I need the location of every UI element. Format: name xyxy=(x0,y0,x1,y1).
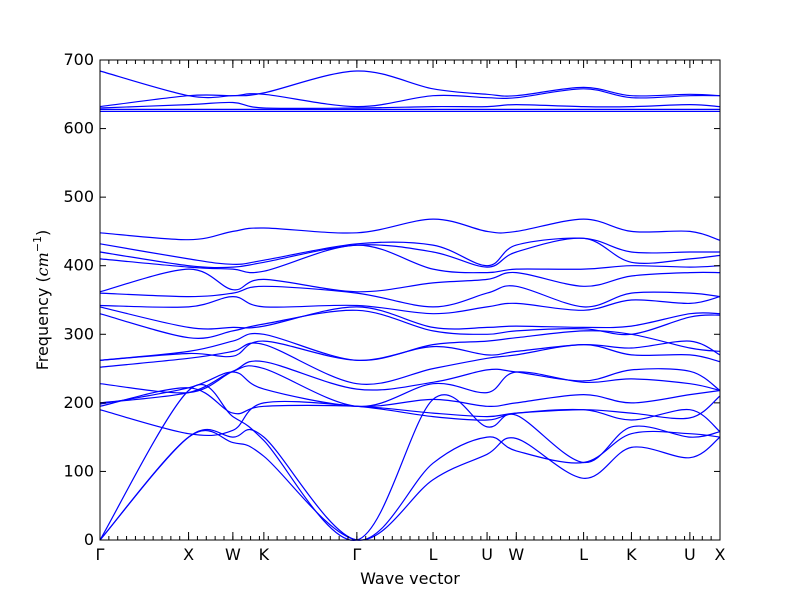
band-18 xyxy=(99,237,721,269)
x-tick-label: L xyxy=(579,545,588,564)
x-axis-label: Wave vector xyxy=(360,569,460,588)
band-2 xyxy=(99,428,721,541)
x-tick-label: W xyxy=(225,545,241,564)
y-tick-label: 200 xyxy=(63,393,94,412)
band-8 xyxy=(99,360,721,394)
x-tick-label: Γ xyxy=(352,545,361,564)
y-axis-label: Frequency (cm−1) xyxy=(31,230,52,371)
x-tick-label: L xyxy=(429,545,438,564)
y-axis-unit-exponent: −1 xyxy=(31,236,44,252)
band-5 xyxy=(99,387,721,420)
band-25 xyxy=(99,70,721,99)
x-tick-label: K xyxy=(259,545,270,564)
band-20 xyxy=(99,218,721,241)
band-14 xyxy=(99,295,721,315)
y-axis-ticks: 0 100 200 300 400 500 600 700 xyxy=(63,50,720,549)
band-11 xyxy=(99,330,721,361)
band-24 xyxy=(99,88,721,108)
x-tick-label: U xyxy=(481,545,493,564)
band-19 xyxy=(99,237,720,267)
band-lines xyxy=(99,70,721,541)
x-tick-label: Γ xyxy=(96,545,105,564)
band-1 xyxy=(99,430,721,541)
y-tick-label: 400 xyxy=(63,256,94,275)
band-23 xyxy=(99,101,721,110)
x-tick-label: X xyxy=(715,545,726,564)
y-tick-label: 500 xyxy=(63,187,94,206)
x-tick-label: U xyxy=(684,545,696,564)
y-tick-label: 300 xyxy=(63,324,94,343)
band-16 xyxy=(99,268,721,293)
y-axis-unit: cm xyxy=(33,252,52,276)
band-9 xyxy=(99,342,721,385)
y-tick-label: 600 xyxy=(63,119,94,138)
band-12 xyxy=(99,309,721,339)
band-6 xyxy=(99,371,721,408)
y-tick-label: 0 xyxy=(84,530,94,549)
band-17 xyxy=(99,244,721,274)
x-tick-label: W xyxy=(508,545,524,564)
x-tick-label: X xyxy=(183,545,194,564)
y-tick-label: 100 xyxy=(63,461,94,480)
x-tick-label: K xyxy=(626,545,637,564)
band-13 xyxy=(99,306,721,330)
band-3 xyxy=(99,383,721,541)
band-10 xyxy=(99,340,721,361)
band-15 xyxy=(99,285,721,308)
band-4 xyxy=(99,400,721,437)
y-tick-label: 700 xyxy=(63,50,94,69)
